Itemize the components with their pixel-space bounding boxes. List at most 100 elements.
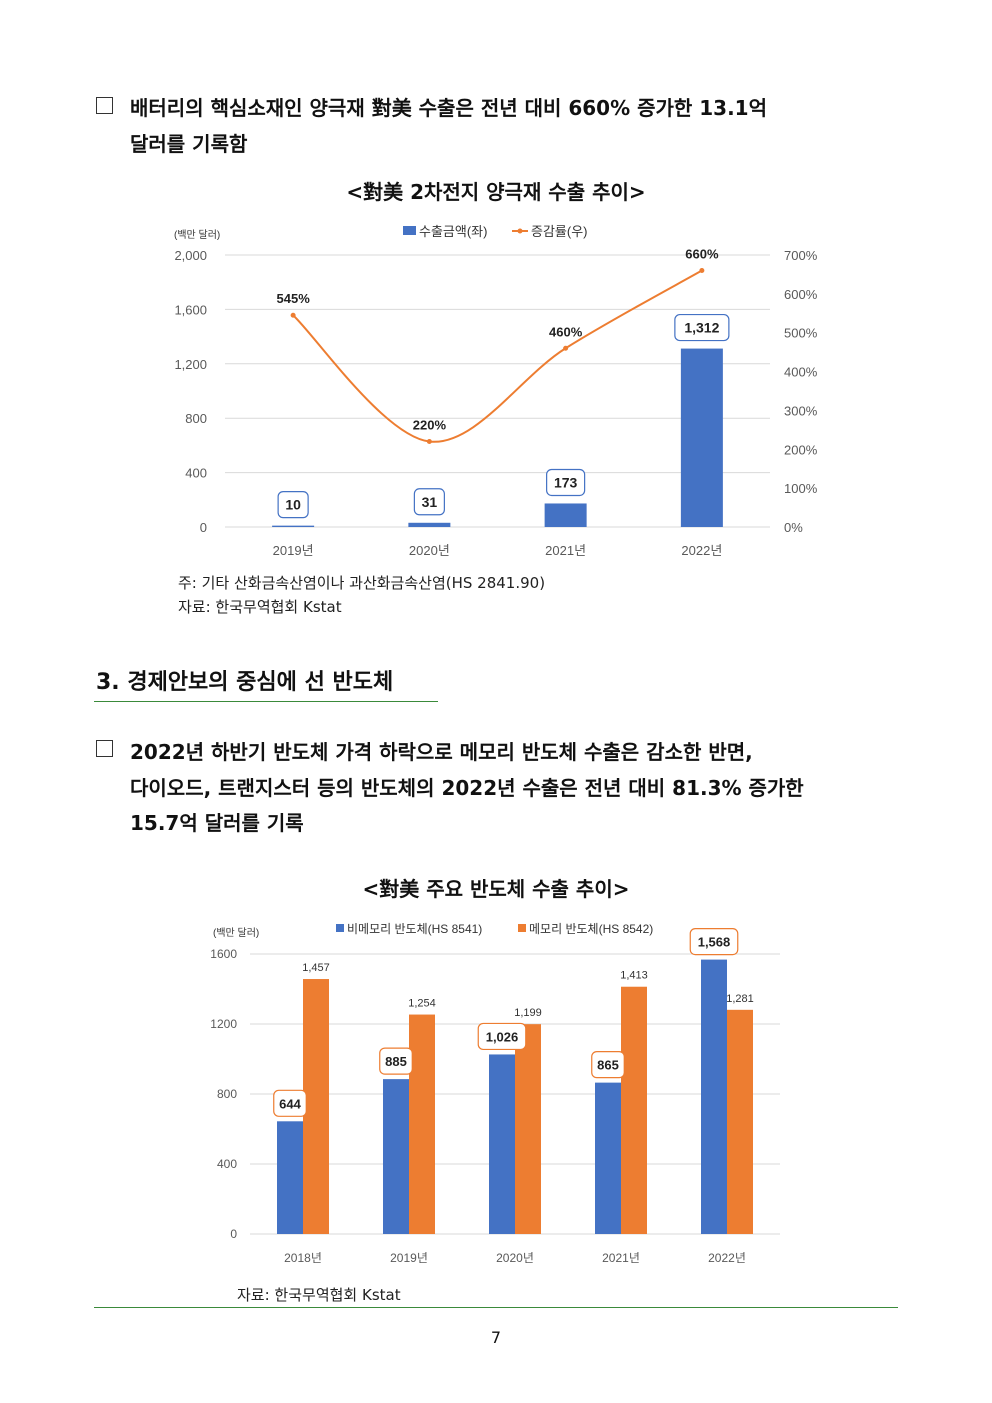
paragraph1-line1: 배터리의 핵심소재인 양극재 對美 수출은 전년 대비 660% 증가한 13.…	[130, 96, 767, 120]
line-data-label: 460%	[549, 324, 583, 339]
legend-swatch-orange	[518, 924, 526, 932]
bar	[515, 1024, 541, 1234]
line-point	[699, 268, 705, 274]
chart2-title: <對美 주요 반도체 수출 추이>	[362, 877, 630, 901]
section-underline	[94, 701, 438, 702]
y-tick-label: 0	[200, 520, 207, 535]
y2-tick-label: 100%	[784, 481, 818, 496]
line-data-label: 220%	[413, 418, 447, 433]
bar	[409, 1014, 435, 1234]
legend-swatch-point	[517, 228, 523, 234]
chart1-note: 주: 기타 산화금속산염이나 과산화금속산염(HS 2841.90)	[178, 574, 546, 592]
y2-tick-label: 200%	[784, 442, 818, 457]
y-tick-label: 1,200	[174, 357, 207, 372]
line-point	[426, 439, 432, 445]
legend-label: 메모리 반도체(HS 8542)	[529, 922, 653, 936]
bar-data-label-box	[591, 1051, 625, 1079]
paragraph2-line3: 15.7억 달러를 기록	[130, 811, 304, 835]
y-axis-unit-label: (백만 달러)	[213, 927, 259, 939]
cathode-export-chart: (백만 달러) 0 400 800 1,200 1,600 2,000 0% 100% 200% 3…	[174, 224, 818, 558]
x-tick-label: 2020년	[409, 543, 450, 558]
bar-data-label-box	[413, 488, 445, 516]
legend-label: 수출금액(좌)	[419, 224, 487, 239]
bar	[383, 1079, 409, 1234]
y-tick-label: 800	[217, 1087, 237, 1101]
bar-data-label: 1,457	[302, 962, 330, 974]
chart2-source: 자료: 한국무역협회 Kstat	[237, 1286, 401, 1304]
y2-tick-label: 700%	[784, 248, 818, 263]
bar-data-label: 10	[285, 497, 301, 513]
y2-tick-label: 600%	[784, 287, 818, 302]
bar	[408, 522, 451, 527]
y2-tick-label: 400%	[784, 365, 818, 380]
chart1-source: 자료: 한국무역협회 Kstat	[178, 598, 342, 616]
bar	[701, 959, 727, 1234]
paragraph2-line1: 2022년 하반기 반도체 가격 하락으로 메모리 반도체 수출은 감소한 반면…	[130, 740, 753, 764]
y-tick-label: 800	[185, 411, 207, 426]
chart1-title: <對美 2차전지 양극재 수출 추이>	[346, 180, 646, 204]
bar-data-label-box	[674, 313, 730, 342]
x-tick-label: 2018년	[284, 1251, 322, 1265]
y-tick-label: 1200	[210, 1017, 237, 1031]
legend-label: 비메모리 반도체(HS 8541)	[347, 922, 482, 936]
bar-data-label-box	[546, 468, 586, 497]
bar-data-label-box	[477, 1022, 527, 1051]
bar	[680, 348, 723, 527]
bar-data-label-box	[689, 928, 739, 956]
bar-data-label-box	[273, 1089, 307, 1117]
semiconductor-export-chart: (백만 달러) 0 400 800 1200 1600 2018년 644 1,457 2019년…	[210, 922, 780, 1265]
x-tick-label: 2020년	[496, 1251, 534, 1265]
legend-swatch-bar	[403, 226, 416, 235]
y-tick-label: 1600	[210, 947, 237, 961]
line-data-label: 545%	[277, 291, 311, 306]
paragraph2-line2: 다이오드, 트랜지스터 등의 반도체의 2022년 수출은 전년 대비 81.3…	[130, 776, 804, 800]
bar-data-label: 31	[422, 494, 438, 510]
bar	[272, 525, 315, 527]
bar-data-label: 1,312	[684, 320, 719, 336]
bar-data-label: 1,254	[408, 998, 436, 1010]
footer-rule	[94, 1307, 898, 1308]
bar-data-label: 173	[554, 474, 578, 490]
bar-data-label-box	[277, 491, 309, 519]
bar-data-label: 1,199	[514, 1007, 542, 1019]
x-tick-label: 2022년	[681, 543, 722, 558]
x-tick-label: 2022년	[708, 1251, 746, 1265]
bar	[544, 503, 587, 527]
x-tick-label: 2019년	[273, 543, 314, 558]
bar-data-label: 1,281	[726, 993, 754, 1005]
bar-data-label: 865	[597, 1058, 619, 1073]
bar-data-label: 885	[385, 1054, 407, 1069]
y-tick-label: 1,600	[174, 302, 207, 317]
y-tick-label: 0	[230, 1227, 237, 1241]
y-tick-label: 2,000	[174, 248, 207, 263]
bar	[277, 1121, 303, 1234]
x-tick-label: 2019년	[390, 1251, 428, 1265]
section-title: 3. 경제안보의 중심에 선 반도체	[96, 670, 394, 695]
x-tick-label: 2021년	[602, 1251, 640, 1265]
y-tick-label: 400	[217, 1157, 237, 1171]
y2-tick-label: 300%	[784, 403, 818, 418]
line-data-label: 660%	[685, 247, 719, 262]
bar	[489, 1054, 515, 1234]
page-number: 7	[490, 1328, 502, 1347]
line-point	[290, 312, 296, 318]
y2-tick-label: 500%	[784, 326, 818, 341]
line-point	[563, 345, 569, 351]
y2-tick-label: 0%	[784, 520, 803, 535]
x-tick-label: 2021년	[545, 543, 586, 558]
checkbox-square-icon	[96, 97, 113, 114]
y-axis-unit-label: (백만 달러)	[174, 229, 220, 241]
bar-data-label: 644	[279, 1096, 301, 1111]
bar	[595, 1082, 621, 1234]
paragraph1-line2: 달러를 기록함	[130, 132, 248, 156]
bar	[727, 1009, 753, 1234]
bar-data-label: 1,026	[486, 1029, 519, 1044]
legend-label: 증감률(우)	[531, 224, 588, 239]
bar-data-label: 1,568	[698, 935, 731, 950]
bar-data-label: 1,413	[620, 970, 648, 982]
growth-rate-line	[292, 269, 703, 443]
checkbox-square-icon	[96, 740, 113, 757]
y-tick-label: 400	[185, 466, 207, 481]
bar	[303, 979, 329, 1234]
bar-data-label-box	[379, 1047, 413, 1075]
